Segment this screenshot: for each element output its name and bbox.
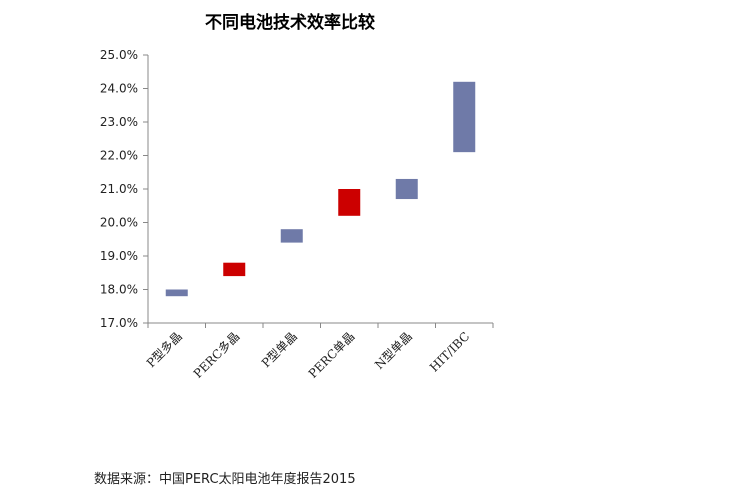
x-tick-label: P型单晶 xyxy=(259,329,300,370)
y-tick-label: 25.0% xyxy=(100,48,138,62)
y-tick-label: 19.0% xyxy=(100,249,138,263)
chart-title: 不同电池技术效率比较 xyxy=(205,13,375,33)
range-bar xyxy=(453,81,476,153)
x-tick-label: HIT/IBC xyxy=(427,329,472,374)
y-tick-label: 22.0% xyxy=(100,149,138,163)
range-bar xyxy=(338,189,361,216)
range-bar xyxy=(280,229,303,243)
y-tick-labels: 17.0% 18.0% 19.0% 20.0% 21.0% 22.0% 23.0% 24.0%… xyxy=(100,48,138,330)
y-tick-label: 17.0% xyxy=(100,316,138,330)
axes xyxy=(143,54,494,328)
x-tick-label: PERC多晶 xyxy=(191,329,243,381)
bars xyxy=(165,81,476,297)
y-tick-label: 20.0% xyxy=(100,216,138,230)
y-tick-label: 23.0% xyxy=(100,115,138,129)
range-bar xyxy=(223,262,246,277)
x-tick-label: PERC单晶 xyxy=(306,329,358,381)
y-tick-label: 18.0% xyxy=(100,283,138,297)
y-tick-label: 24.0% xyxy=(100,82,138,96)
range-bar xyxy=(165,289,188,297)
range-bar xyxy=(395,178,418,200)
x-tick-labels: P型多晶 PERC多晶 P型单晶 PERC单晶 N型单晶 HIT/IBC xyxy=(144,329,473,381)
source-note: 数据来源：中国PERC太阳电池年度报告2015 xyxy=(94,472,356,487)
y-tick-label: 21.0% xyxy=(100,182,138,196)
x-tick-label: P型多晶 xyxy=(144,329,185,370)
x-tick-label: N型单晶 xyxy=(372,329,415,372)
